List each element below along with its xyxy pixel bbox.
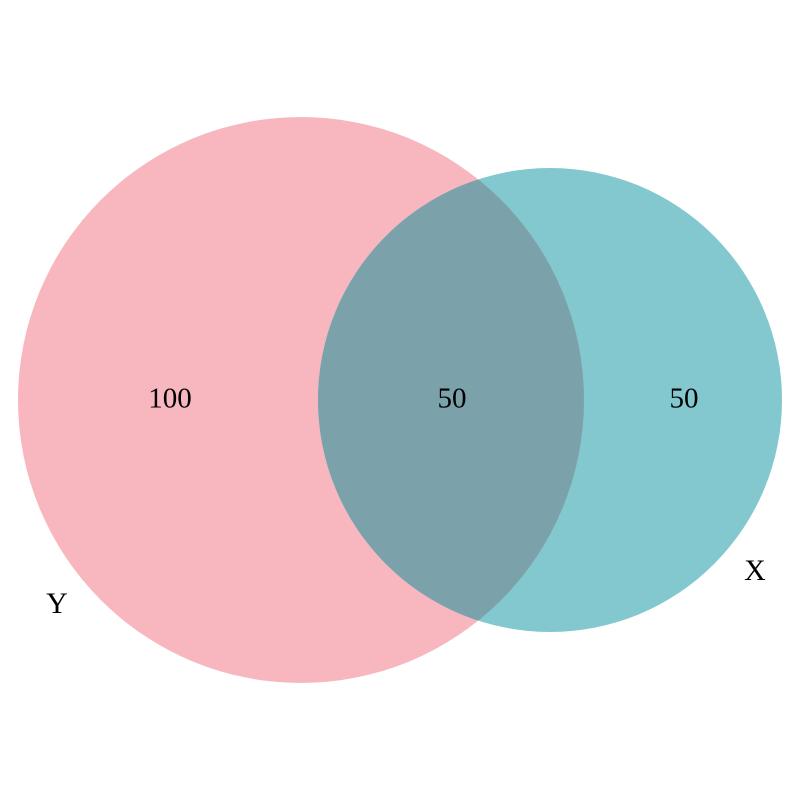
intersection-count: 50 [438, 383, 467, 415]
set-y-label: Y [46, 587, 68, 620]
x-only-count: 50 [670, 383, 699, 415]
y-only-count: 100 [148, 383, 192, 415]
set-x-label: X [744, 554, 766, 587]
set-intersection-region [318, 168, 584, 632]
